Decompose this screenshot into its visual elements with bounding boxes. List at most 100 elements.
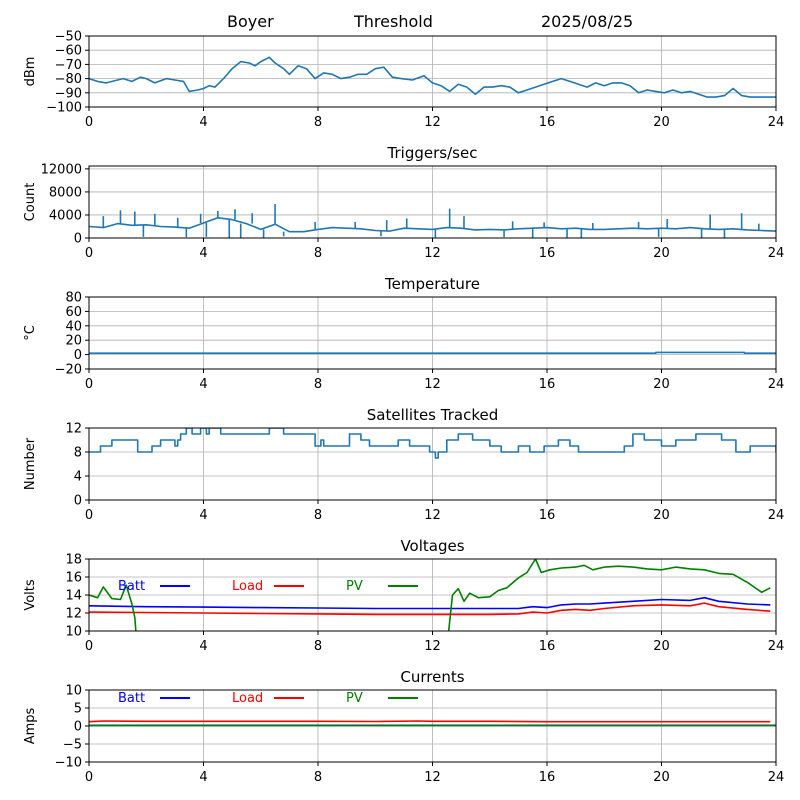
plot-area xyxy=(89,204,776,238)
series-line-load xyxy=(89,720,771,723)
plot-area xyxy=(89,559,771,631)
y-tick-label: 16 xyxy=(65,571,82,586)
legend-label-load: Load xyxy=(232,691,263,706)
report-date: 2025/08/25 xyxy=(541,12,633,31)
legend-label-load: Load xyxy=(232,579,263,594)
x-tick-label: 4 xyxy=(199,508,207,523)
x-tick-label: 0 xyxy=(85,115,93,130)
y-tick-label: −60 xyxy=(55,44,82,59)
x-tick-label: 24 xyxy=(768,377,785,392)
x-tick-label: 20 xyxy=(653,377,670,392)
x-tick-label: 8 xyxy=(314,377,322,392)
y-tick-label: 12 xyxy=(65,422,82,437)
chart-panel-5: 0 4 8 12 16 20 24 10 12 14 16 18 Volts Voltages Batt Lo… xyxy=(23,537,784,654)
y-tick-label: 0 xyxy=(74,348,82,363)
y-tick-label: 8000 xyxy=(49,185,82,200)
chart-title: Voltages xyxy=(400,537,464,555)
x-tick-label: 0 xyxy=(85,639,93,654)
x-tick-label: 24 xyxy=(768,770,785,785)
x-tick-label: 12 xyxy=(424,508,441,523)
series-line-pv xyxy=(89,559,771,631)
x-tick-label: 4 xyxy=(199,115,207,130)
legend-label-batt: Batt xyxy=(118,691,145,706)
y-tick-label: −70 xyxy=(55,58,82,73)
x-tick-label: 0 xyxy=(85,508,93,523)
y-tick-label: 10 xyxy=(65,684,82,699)
x-tick-label: 8 xyxy=(314,770,322,785)
y-tick-label: 18 xyxy=(65,553,82,568)
x-tick-label: 16 xyxy=(539,115,556,130)
x-tick-label: 8 xyxy=(314,639,322,654)
y-tick-label: 0 xyxy=(74,720,82,735)
x-tick-label: 4 xyxy=(199,770,207,785)
series-line-1 xyxy=(89,351,776,355)
chart-title: Temperature xyxy=(384,275,480,293)
x-tick-label: 16 xyxy=(539,246,556,261)
x-tick-label: 24 xyxy=(768,246,785,261)
x-tick-label: 8 xyxy=(314,246,322,261)
x-tick-label: 12 xyxy=(424,377,441,392)
chart-panel-4: 0 4 8 12 16 20 24 0 4 8 12 Number Satellites Tracked xyxy=(23,406,784,523)
legend-label-batt: Batt xyxy=(118,579,145,594)
x-tick-label: 24 xyxy=(768,508,785,523)
chart-title: Satellites Tracked xyxy=(367,406,498,424)
series-line-1 xyxy=(89,56,776,98)
y-axis-label: Number xyxy=(23,437,38,490)
legend-label-pv: PV xyxy=(346,691,363,706)
series-line-load xyxy=(89,602,771,616)
x-tick-label: 20 xyxy=(653,246,670,261)
y-tick-label: −80 xyxy=(55,72,82,87)
y-axis-label: Amps xyxy=(23,707,38,744)
x-tick-label: 12 xyxy=(424,639,441,654)
y-tick-label: −10 xyxy=(55,756,82,771)
x-tick-label: 0 xyxy=(85,770,93,785)
plot-area xyxy=(89,720,776,727)
y-tick-label: 14 xyxy=(65,589,82,604)
legend-label-pv: PV xyxy=(346,579,363,594)
y-tick-label: 60 xyxy=(65,305,82,320)
x-tick-label: 4 xyxy=(199,246,207,261)
chart-title: Triggers/sec xyxy=(387,144,478,162)
y-tick-label: −90 xyxy=(55,86,82,101)
x-tick-label: 24 xyxy=(768,115,785,130)
x-tick-label: 16 xyxy=(539,770,556,785)
x-tick-label: 0 xyxy=(85,377,93,392)
y-tick-label: 5 xyxy=(74,702,82,717)
y-tick-label: −5 xyxy=(63,738,82,753)
x-tick-label: 16 xyxy=(539,639,556,654)
y-tick-label: −50 xyxy=(55,30,82,45)
x-tick-label: 16 xyxy=(539,377,556,392)
chart-panel-6: 0 4 8 12 16 20 24 −10 −5 0 5 10 Amps Currents Batt Load… xyxy=(23,668,784,785)
y-tick-label: 12000 xyxy=(41,162,82,177)
y-tick-label: −100 xyxy=(46,101,82,116)
y-tick-label: 40 xyxy=(65,319,82,334)
y-tick-label: 80 xyxy=(65,291,82,306)
station-name: Boyer xyxy=(227,12,274,31)
y-axis-label: Volts xyxy=(23,579,38,611)
y-tick-label: 0 xyxy=(74,232,82,247)
trigger-mode: Threshold xyxy=(353,12,433,31)
x-tick-label: 4 xyxy=(199,639,207,654)
x-tick-label: 20 xyxy=(653,508,670,523)
series-line-batt xyxy=(89,596,771,610)
x-tick-label: 16 xyxy=(539,508,556,523)
x-tick-label: 12 xyxy=(424,115,441,130)
y-tick-label: 20 xyxy=(65,334,82,349)
chart-title: Currents xyxy=(400,668,464,686)
plot-area xyxy=(89,428,776,459)
y-tick-label: 12 xyxy=(65,607,82,622)
y-tick-label: 10 xyxy=(65,625,82,640)
x-tick-label: 20 xyxy=(653,115,670,130)
series-line-1 xyxy=(89,217,776,233)
x-tick-label: 4 xyxy=(199,377,207,392)
x-tick-label: 20 xyxy=(653,770,670,785)
plot-area xyxy=(89,351,776,355)
y-axis-label: dBm xyxy=(23,57,38,87)
y-axis-label: °C xyxy=(23,325,38,341)
figure-header: Boyer Threshold 2025/08/25 xyxy=(227,12,633,31)
y-tick-label: 4000 xyxy=(49,208,82,223)
